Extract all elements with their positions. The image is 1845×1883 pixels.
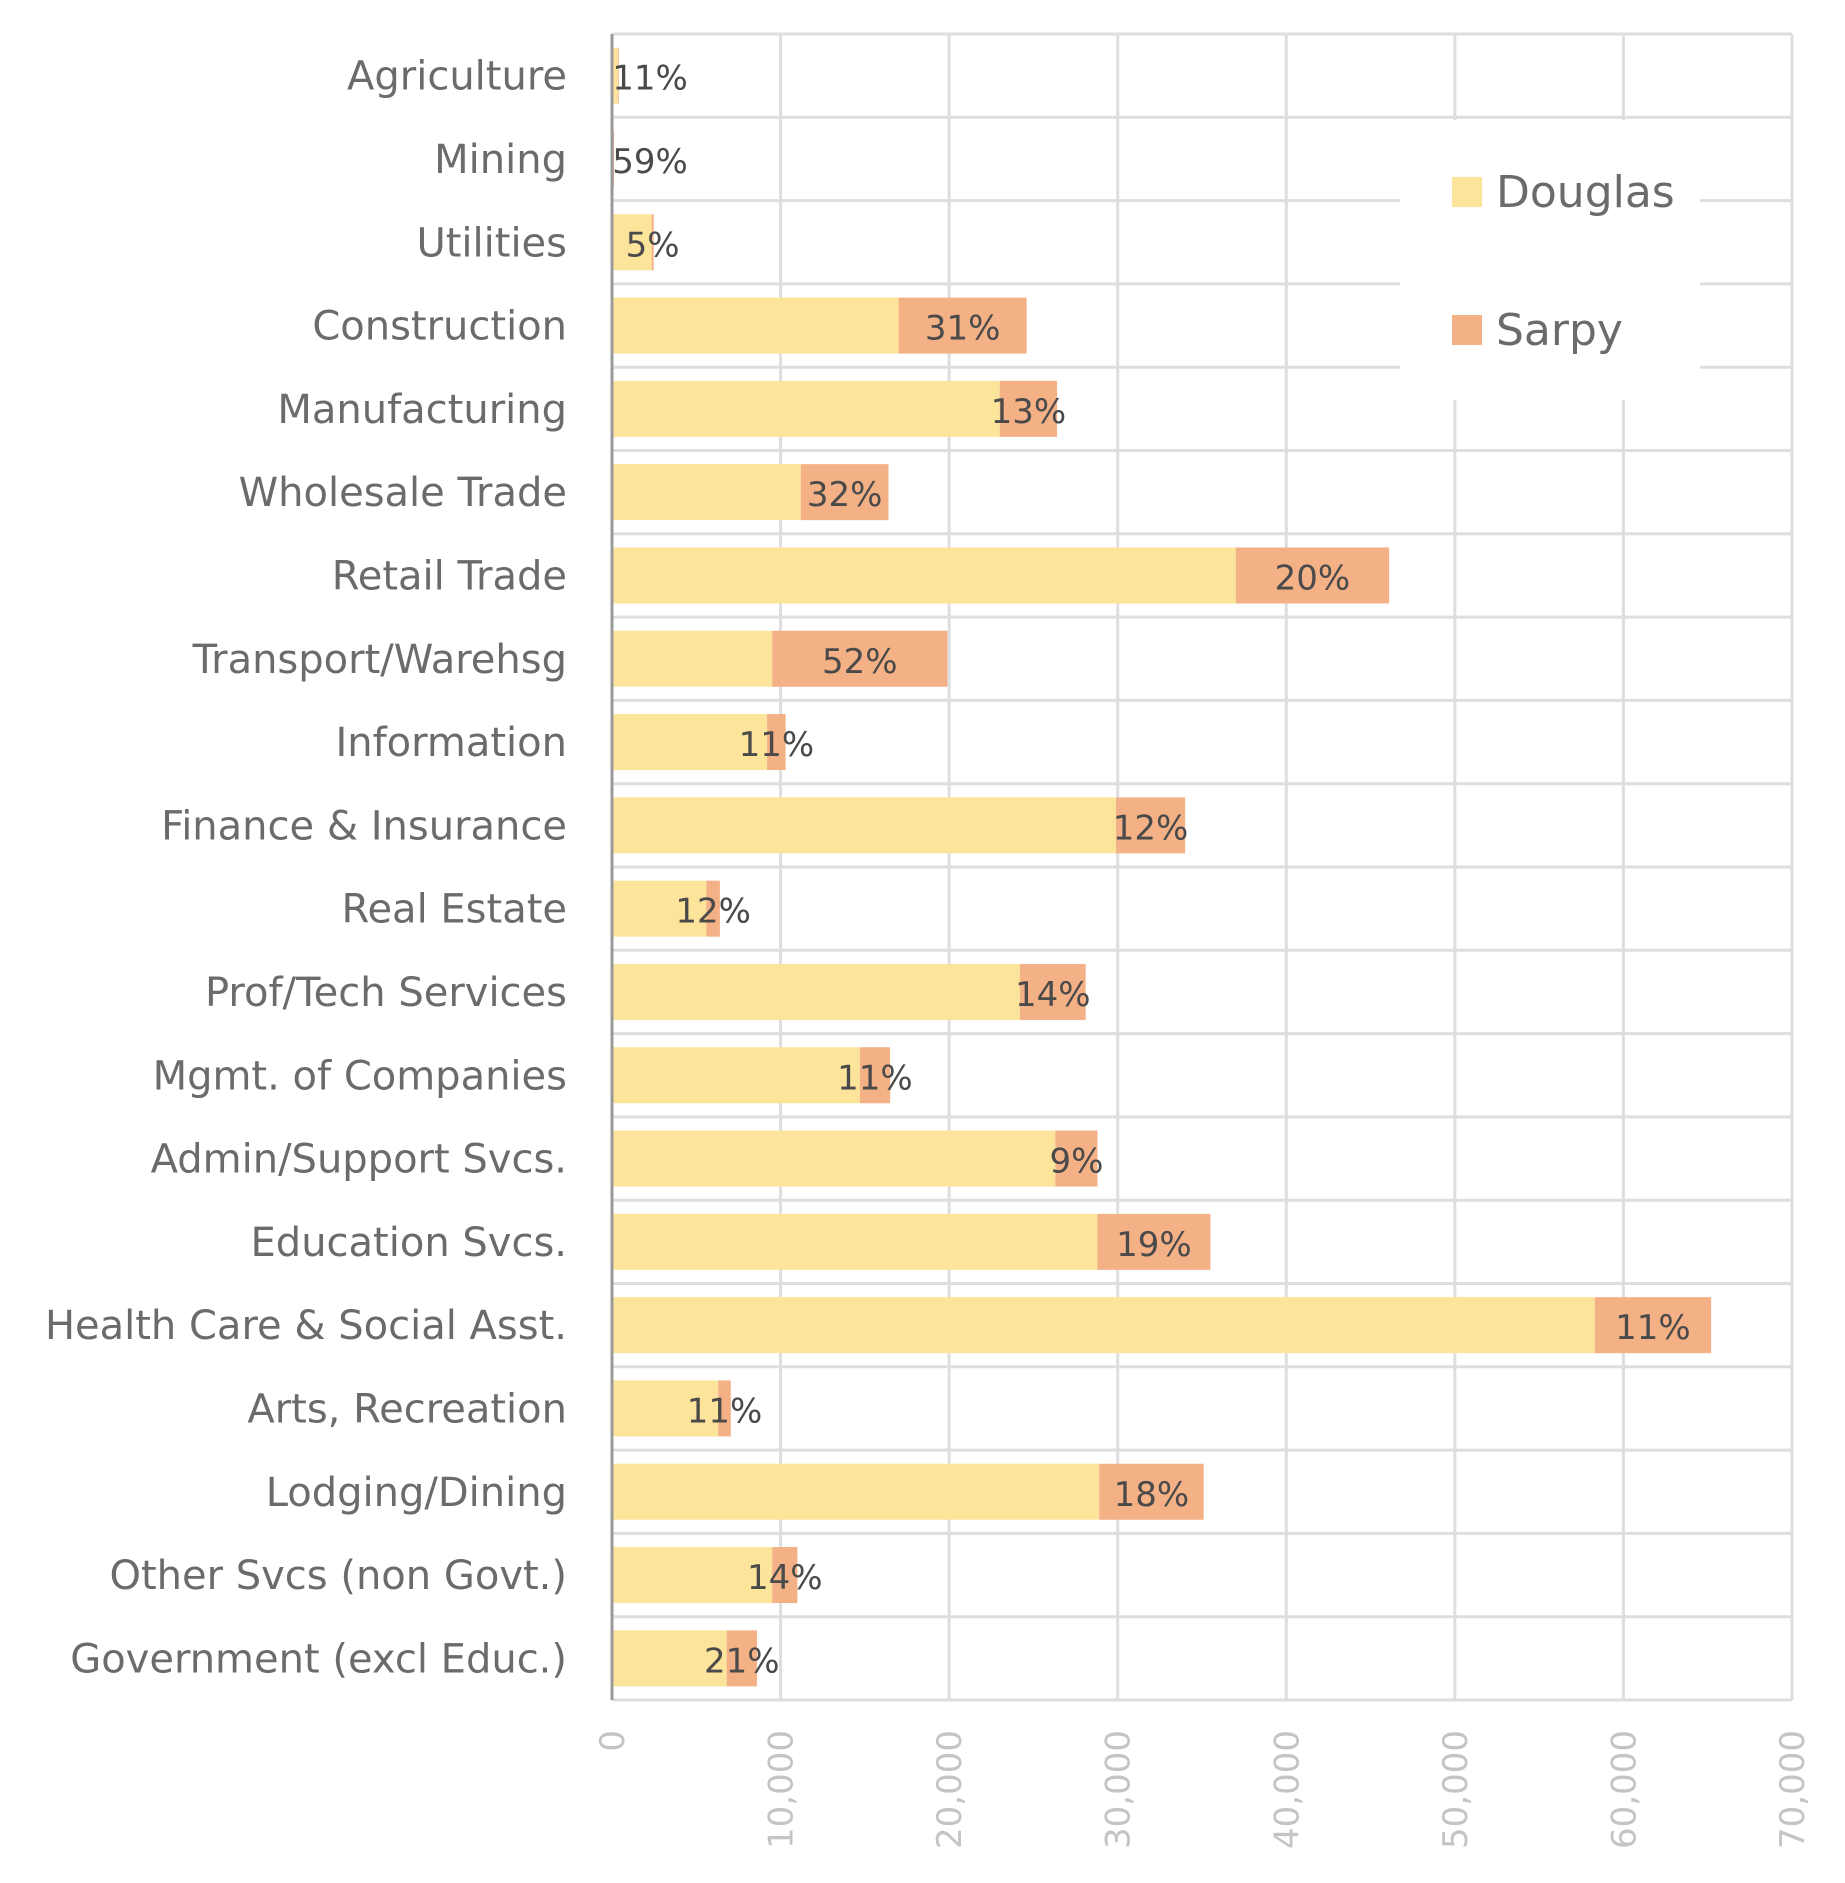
bar-douglas: [612, 1297, 1595, 1354]
category-label: Manufacturing: [277, 387, 567, 433]
bar-sarpy: [1055, 1130, 1098, 1187]
bar-sarpy: [999, 380, 1058, 437]
data-label-sarpy-share: 11%: [612, 59, 688, 99]
data-label-sarpy-share: 52%: [822, 642, 898, 682]
x-tick-label: 50,000: [1436, 1730, 1476, 1849]
bar-sarpy: [898, 297, 1027, 354]
axes: 0 10,000 20,000 30,000 40,000 50,000 60,000 70,…: [593, 34, 1813, 1849]
data-label-sarpy-share: 14%: [1015, 975, 1091, 1015]
bar-douglas: [612, 714, 768, 771]
bar-douglas: [612, 880, 707, 937]
bar-sarpy: [651, 214, 654, 271]
bar-sarpy: [718, 1380, 731, 1437]
bar-douglas: [612, 47, 618, 104]
bar-douglas: [612, 1380, 719, 1437]
bar-sarpy: [726, 1630, 757, 1687]
category-label: Health Care & Social Asst.: [45, 1303, 567, 1349]
bar-sarpy: [1019, 963, 1086, 1020]
legend: Douglas Sarpy: [1400, 120, 1700, 400]
category-label: Construction: [312, 304, 567, 350]
category-label: Lodging/Dining: [266, 1470, 567, 1516]
legend-swatch-sarpy: [1452, 315, 1482, 345]
bar-sarpy: [617, 47, 619, 104]
legend-background: [1400, 120, 1700, 400]
bar-douglas: [612, 1130, 1056, 1187]
data-label-sarpy-share: 11%: [687, 1391, 763, 1431]
bar-douglas: [612, 547, 1236, 604]
data-label-sarpy-share: 12%: [675, 892, 751, 932]
bar-douglas: [612, 1630, 727, 1687]
category-label: Wholesale Trade: [239, 470, 567, 516]
data-label-sarpy-share: 5%: [626, 225, 680, 265]
bar-douglas: [612, 380, 1000, 437]
data-label-sarpy-share: 9%: [1049, 1142, 1103, 1182]
x-tick-label: 40,000: [1267, 1730, 1307, 1849]
data-label-sarpy-share: 59%: [612, 142, 688, 182]
data-label-sarpy-share: 19%: [1116, 1225, 1192, 1265]
x-tick-label: 70,000: [1773, 1730, 1813, 1849]
category-label: Mining: [434, 137, 567, 183]
labels: Agriculture 11% Mining 59% Utilities 5% Constr…: [45, 54, 1691, 1683]
x-tick-label: 10,000: [762, 1730, 802, 1849]
category-label: Mgmt. of Companies: [153, 1053, 567, 1099]
data-label-sarpy-share: 12%: [1113, 808, 1189, 848]
x-tick-label: 60,000: [1604, 1730, 1644, 1849]
bar-sarpy: [772, 1547, 798, 1604]
bar-sarpy: [767, 714, 786, 771]
data-label-sarpy-share: 14%: [747, 1558, 823, 1598]
category-label: Real Estate: [341, 887, 567, 933]
bar-sarpy: [1235, 547, 1390, 604]
bar-douglas: [612, 1463, 1100, 1520]
category-label: Retail Trade: [332, 553, 567, 599]
category-label: Utilities: [416, 220, 567, 266]
bar-douglas: [612, 630, 773, 687]
legend-swatch-douglas: [1452, 177, 1482, 207]
category-label: Admin/Support Svcs.: [151, 1137, 567, 1183]
bar-sarpy: [800, 464, 889, 521]
bar-sarpy: [859, 1047, 891, 1104]
category-label: Prof/Tech Services: [205, 970, 567, 1016]
bar-sarpy: [1099, 1463, 1204, 1520]
legend-label-douglas: Douglas: [1496, 167, 1675, 218]
category-label: Information: [335, 720, 567, 766]
x-tick-label: 20,000: [930, 1730, 970, 1849]
bar-douglas: [612, 1213, 1098, 1270]
bar-douglas: [612, 214, 652, 271]
data-label-sarpy-share: 32%: [807, 475, 883, 515]
category-label: Other Svcs (non Govt.): [109, 1553, 567, 1599]
category-label: Government (excl Educ.): [70, 1636, 567, 1682]
data-label-sarpy-share: 11%: [739, 725, 815, 765]
data-label-sarpy-share: 31%: [925, 309, 1001, 349]
grid-lines: [612, 32, 1794, 1702]
bar-sarpy: [772, 630, 948, 687]
data-label-sarpy-share: 11%: [837, 1058, 913, 1098]
bar-douglas: [612, 963, 1020, 1020]
bar-douglas: [612, 464, 801, 521]
bar-douglas: [612, 797, 1117, 854]
x-tick-label: 30,000: [1099, 1730, 1139, 1849]
category-label: Finance & Insurance: [161, 803, 567, 849]
data-label-sarpy-share: 13%: [991, 392, 1067, 432]
data-label-sarpy-share: 11%: [1615, 1308, 1691, 1348]
x-tick-label: 0: [593, 1730, 633, 1752]
bar-sarpy: [1097, 1213, 1211, 1270]
bar-douglas: [612, 1547, 773, 1604]
category-label: Arts, Recreation: [247, 1386, 567, 1432]
data-label-sarpy-share: 18%: [1114, 1475, 1190, 1515]
bar-sarpy: [706, 880, 720, 937]
legend-label-sarpy: Sarpy: [1496, 305, 1623, 356]
bar-douglas: [612, 297, 899, 354]
data-label-sarpy-share: 20%: [1275, 558, 1351, 598]
category-label: Agriculture: [347, 54, 567, 100]
bars: [612, 47, 1712, 1687]
bar-sarpy: [1594, 1297, 1712, 1354]
bar-douglas: [612, 1047, 860, 1104]
bar-sarpy: [1116, 797, 1186, 854]
category-label: Transport/Warehsg: [192, 637, 567, 683]
data-label-sarpy-share: 21%: [704, 1641, 780, 1681]
category-label: Education Svcs.: [251, 1220, 567, 1266]
